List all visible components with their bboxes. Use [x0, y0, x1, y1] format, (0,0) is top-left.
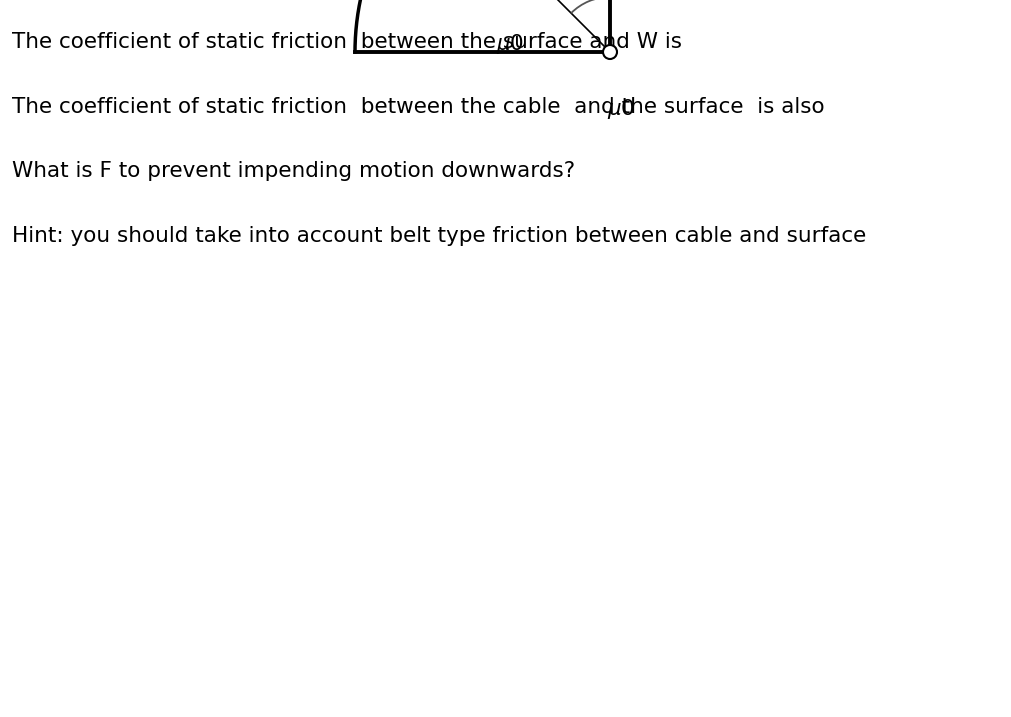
Text: Hint: you should take into account belt type friction between cable and surface: Hint: you should take into account belt …: [12, 226, 865, 246]
Text: $\mu$0: $\mu$0: [495, 32, 524, 56]
Text: What is F to prevent impending motion downwards?: What is F to prevent impending motion do…: [12, 161, 574, 181]
Text: The coefficient of static friction  between the surface and W is: The coefficient of static friction betwe…: [12, 32, 688, 52]
Text: $\mu$0: $\mu$0: [607, 97, 635, 120]
Text: $\alpha$: $\alpha$: [563, 0, 578, 3]
Text: The coefficient of static friction  between the cable  and the surface  is also: The coefficient of static friction betwe…: [12, 97, 831, 117]
Circle shape: [603, 45, 617, 59]
